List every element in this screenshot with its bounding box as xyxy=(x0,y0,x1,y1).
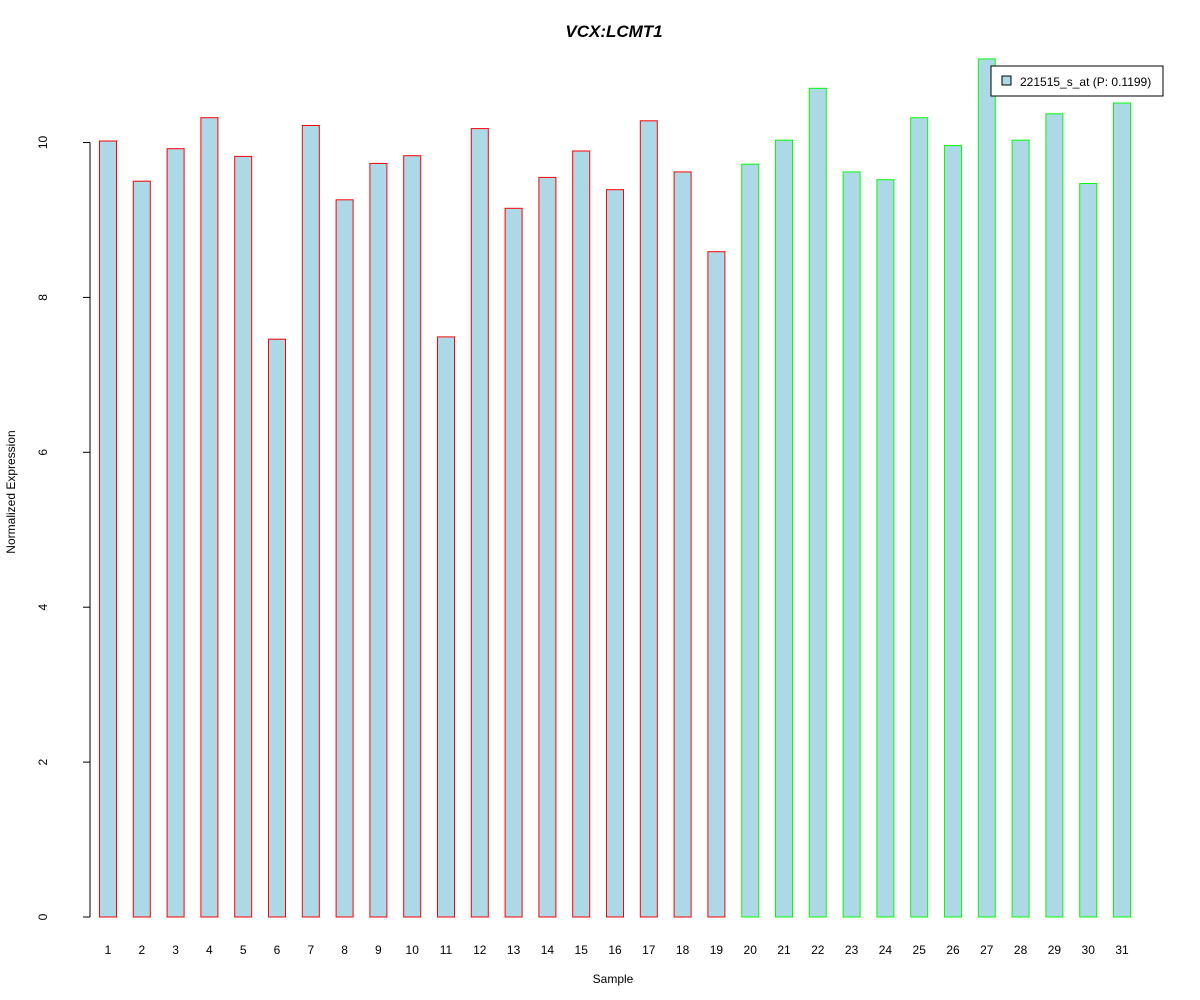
x-tick-label: 23 xyxy=(845,943,859,957)
bar-sample-27 xyxy=(977,58,996,918)
x-tick-label: 14 xyxy=(541,943,555,957)
bar-sample-6 xyxy=(268,338,286,918)
x-tick-label: 26 xyxy=(946,943,960,957)
bar-sample-5 xyxy=(234,155,253,918)
bar-sample-21 xyxy=(775,139,793,918)
x-tick-label: 6 xyxy=(274,943,281,957)
bar-sample-10 xyxy=(403,155,422,918)
x-tick-label: 27 xyxy=(980,943,994,957)
bar-sample-11 xyxy=(437,336,455,918)
bar-sample-31 xyxy=(1113,102,1131,918)
x-tick-label: 25 xyxy=(913,943,927,957)
y-axis: 0 2 4 6 8 10 xyxy=(36,136,91,920)
bar-sample-9 xyxy=(369,162,388,918)
y-tick-label: 8 xyxy=(36,294,50,301)
x-tick-label: 30 xyxy=(1082,943,1096,957)
x-tick-label: 16 xyxy=(608,943,622,957)
y-tick-label: 2 xyxy=(36,758,50,765)
x-tick-label: 7 xyxy=(307,943,314,957)
bar-sample-8 xyxy=(335,199,354,918)
bar-sample-25 xyxy=(910,117,929,918)
x-tick-label: 8 xyxy=(341,943,348,957)
bar-sample-18 xyxy=(673,171,692,918)
x-tick-label: 9 xyxy=(375,943,382,957)
bars-group xyxy=(99,58,1131,918)
x-tick-label: 1 xyxy=(105,943,112,957)
bar-sample-24 xyxy=(876,179,895,918)
bar-sample-13 xyxy=(504,207,523,918)
bar-sample-28 xyxy=(1011,139,1030,918)
legend: 221515_s_at (P: 0.1199) xyxy=(990,65,1164,97)
chart-title: VCX:LCMT1 xyxy=(565,22,662,41)
x-tick-label: 13 xyxy=(507,943,521,957)
x-tick-labels: 1 2 3 4 5 6 7 8 9 10 11 12 13 14 15 16 17 18 19 20 21 22 23 24 2… xyxy=(105,943,1129,957)
bar-sample-7 xyxy=(301,125,320,918)
bar-sample-22 xyxy=(808,87,827,918)
bar-sample-19 xyxy=(707,251,726,918)
x-tick-label: 28 xyxy=(1014,943,1028,957)
x-tick-label: 29 xyxy=(1048,943,1062,957)
x-tick-label: 10 xyxy=(406,943,420,957)
x-tick-label: 22 xyxy=(811,943,825,957)
bar-sample-15 xyxy=(572,150,591,918)
y-tick-label: 10 xyxy=(36,136,50,150)
bar-sample-23 xyxy=(842,171,861,918)
x-tick-label: 5 xyxy=(240,943,247,957)
x-tick-label: 18 xyxy=(676,943,690,957)
bar-sample-1 xyxy=(99,140,117,918)
legend-box xyxy=(990,65,1164,97)
y-tick-label: 4 xyxy=(36,604,50,611)
x-tick-label: 21 xyxy=(777,943,791,957)
x-tick-label: 24 xyxy=(879,943,893,957)
bar-sample-12 xyxy=(470,128,489,918)
x-tick-label: 20 xyxy=(744,943,758,957)
bar-sample-14 xyxy=(538,176,557,918)
x-tick-label: 31 xyxy=(1115,943,1129,957)
bar-sample-26 xyxy=(944,145,962,918)
bar-sample-2 xyxy=(132,180,151,918)
bar-sample-20 xyxy=(741,163,760,918)
x-tick-label: 2 xyxy=(138,943,145,957)
legend-swatch xyxy=(1001,75,1012,86)
bar-sample-30 xyxy=(1079,183,1098,918)
bar-sample-4 xyxy=(200,117,219,918)
legend-label: 221515_s_at (P: 0.1199) xyxy=(1020,75,1151,89)
x-tick-label: 3 xyxy=(172,943,179,957)
x-tick-label: 15 xyxy=(575,943,589,957)
y-axis-label: Normalized Expression xyxy=(4,430,18,553)
y-tick-label: 6 xyxy=(36,449,50,456)
bar-sample-16 xyxy=(606,189,624,918)
x-tick-label: 4 xyxy=(206,943,213,957)
x-tick-label: 11 xyxy=(440,943,453,957)
bar-sample-3 xyxy=(166,148,185,918)
x-tick-label: 12 xyxy=(473,943,487,957)
bar-sample-29 xyxy=(1045,113,1064,918)
x-tick-label: 19 xyxy=(710,943,724,957)
bar-sample-17 xyxy=(639,120,658,918)
x-tick-label: 17 xyxy=(642,943,656,957)
y-tick-label: 0 xyxy=(36,913,50,920)
x-axis-label: Sample xyxy=(593,972,634,986)
